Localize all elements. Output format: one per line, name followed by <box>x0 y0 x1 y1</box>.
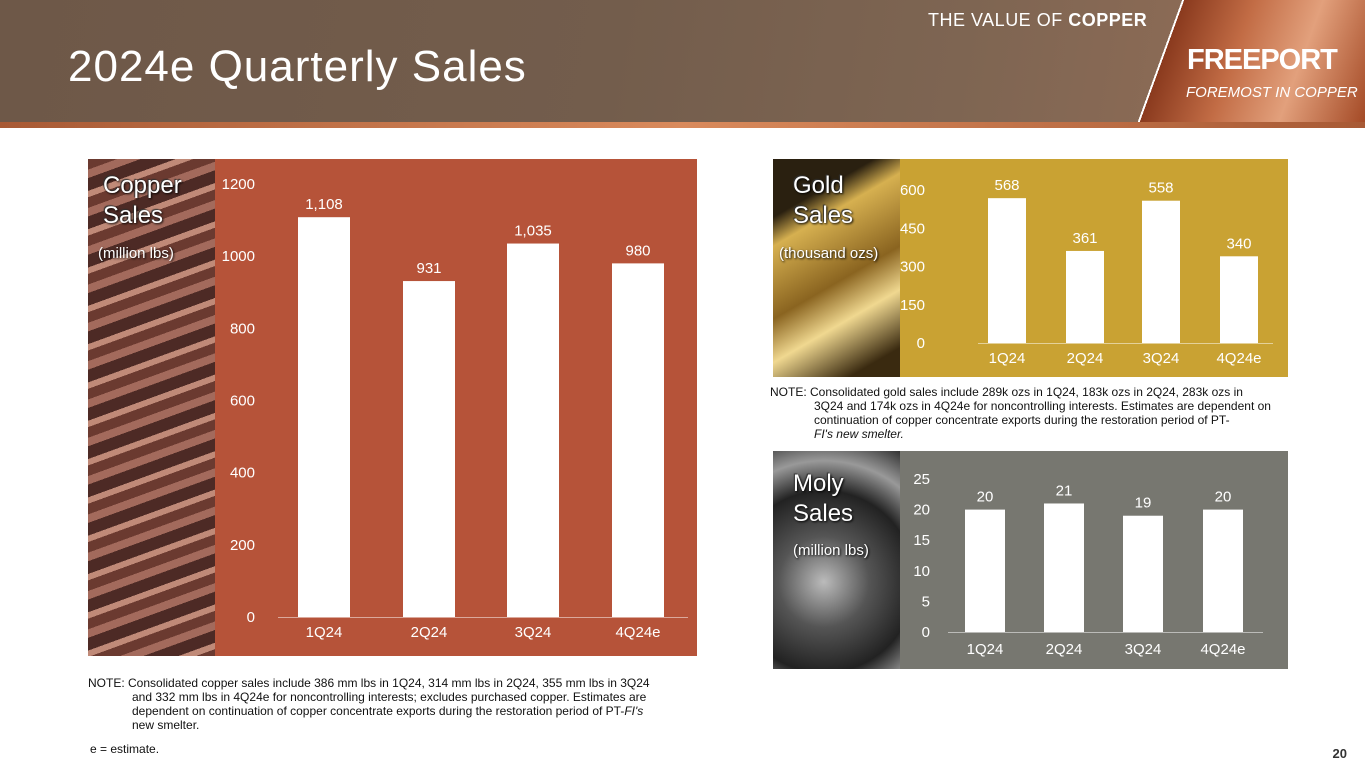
gold-note-line1: NOTE: Consolidated gold sales include 28… <box>770 385 1243 399</box>
title-line-2: Sales <box>793 500 854 527</box>
data-label: 1,108 <box>305 196 343 213</box>
x-tick-label: 4Q24e <box>1200 641 1245 658</box>
copper-note-rest: and 332 mm lbs in 4Q24e for noncontrolli… <box>88 690 698 732</box>
title-line-1: Gold <box>793 172 844 199</box>
bar-3Q24 <box>1142 200 1180 343</box>
title-line-1: Moly <box>793 470 844 497</box>
bar-3Q24 <box>507 243 559 617</box>
moly-sales-panel: 0 5 10 15 20 25 20 1Q24 21 2Q24 19 3Q24 20 4Q24e Moly… <box>773 451 1288 669</box>
y-tick-label: 200 <box>230 537 255 554</box>
copper-cathodes-image <box>88 159 215 656</box>
y-tick-label: 150 <box>900 297 925 314</box>
page-number: 20 <box>1332 746 1347 761</box>
moly-chart: 0 5 10 15 20 25 20 1Q24 21 2Q24 19 3Q24 20 4Q24e <box>913 471 1263 658</box>
x-tick-label: 3Q24 <box>515 624 552 641</box>
gold-unit: (thousand ozs) <box>779 245 879 262</box>
bar-2Q24 <box>1066 250 1104 343</box>
y-tick-label: 300 <box>900 259 925 276</box>
data-label: 19 <box>1135 495 1152 512</box>
x-tick-label: 4Q24e <box>615 624 660 641</box>
copper-chart-title: Copper Sales <box>103 171 182 231</box>
x-tick-label: 4Q24e <box>1216 350 1261 367</box>
x-tick-label: 3Q24 <box>1125 641 1162 658</box>
y-tick-label: 15 <box>913 532 930 549</box>
x-tick-label: 2Q24 <box>411 624 448 641</box>
bar-4Q24e <box>612 263 664 617</box>
data-label: 20 <box>1215 489 1232 506</box>
gold-note-text: 3Q24 and 174k ozs in 4Q24e for noncontro… <box>814 399 1271 427</box>
y-tick-label: 800 <box>230 320 255 337</box>
y-tick-label: 20 <box>913 502 930 519</box>
data-label: 361 <box>1072 230 1097 247</box>
bar-1Q24 <box>988 198 1026 343</box>
x-tick-label: 2Q24 <box>1067 350 1104 367</box>
moly-chart-title: Moly Sales <box>793 469 853 529</box>
copper-note-italic: FI's <box>624 704 644 718</box>
data-label: 1,035 <box>514 223 552 240</box>
page-title: 2024e Quarterly Sales <box>68 42 527 91</box>
bar-2Q24 <box>1044 503 1084 632</box>
freeport-logo: FREEPORT <box>1187 44 1338 76</box>
copper-unit: (million lbs) <box>98 245 174 262</box>
bar-4Q24e <box>1203 509 1243 632</box>
data-label: 21 <box>1056 482 1073 499</box>
y-tick-label: 0 <box>247 609 255 626</box>
bar-3Q24 <box>1123 515 1163 632</box>
title-line-2: Sales <box>793 202 854 229</box>
y-tick-label: 25 <box>913 471 930 488</box>
y-tick-label: 400 <box>230 465 255 482</box>
x-tick-label: 1Q24 <box>967 641 1004 658</box>
copper-note: NOTE: Consolidated copper sales include … <box>88 676 698 732</box>
gold-note: NOTE: Consolidated gold sales include 28… <box>770 385 1290 441</box>
gold-bar-image <box>773 159 900 377</box>
logo-subtitle: FOREMOST IN COPPER <box>1186 84 1358 101</box>
data-label: 558 <box>1148 180 1173 197</box>
x-tick-label: 3Q24 <box>1143 350 1180 367</box>
y-tick-label: 600 <box>230 393 255 410</box>
gold-chart: 0 150 300 450 600 568 1Q24 361 2Q24 558 3Q24 340 4Q2… <box>900 177 1273 367</box>
data-label: 931 <box>416 260 441 277</box>
y-tick-label: 600 <box>900 182 925 199</box>
y-tick-label: 1200 <box>222 176 255 193</box>
y-tick-label: 450 <box>900 220 925 237</box>
y-tick-label: 0 <box>922 624 930 641</box>
x-tick-label: 1Q24 <box>306 624 343 641</box>
copper-note-tail: new smelter. <box>132 718 200 732</box>
data-label: 20 <box>977 489 994 506</box>
header-banner: 2024e Quarterly Sales THE VALUE OF COPPE… <box>0 0 1365 128</box>
copper-note-line1: NOTE: Consolidated copper sales include … <box>88 676 650 690</box>
data-label: 568 <box>994 177 1019 194</box>
bar-1Q24 <box>965 509 1005 632</box>
moly-unit: (million lbs) <box>793 542 869 559</box>
data-label: 340 <box>1226 235 1251 252</box>
copper-note-text: and 332 mm lbs in 4Q24e for noncontrolli… <box>132 690 647 718</box>
copper-chart: 0 200 400 600 800 1000 1200 1,108 1Q24 931 2Q24 1,0… <box>222 176 688 641</box>
bar-4Q24e <box>1220 256 1258 343</box>
x-tick-label: 2Q24 <box>1046 641 1083 658</box>
molybdenum-ore-image <box>773 451 900 669</box>
tagline-text: THE VALUE OF <box>928 10 1069 30</box>
copper-sales-panel: 0 200 400 600 800 1000 1200 1,108 1Q24 931 2Q24 1,0… <box>88 159 697 656</box>
tagline-bold: COPPER <box>1068 10 1148 30</box>
estimate-note: e = estimate. <box>90 742 160 756</box>
header-stripe <box>0 122 1365 128</box>
title-line-2: Sales <box>103 202 164 229</box>
title-line-1: Copper <box>103 172 182 199</box>
data-label: 980 <box>625 242 650 259</box>
y-tick-label: 1000 <box>222 248 255 265</box>
x-tick-label: 1Q24 <box>989 350 1026 367</box>
gold-note-rest: 3Q24 and 174k ozs in 4Q24e for noncontro… <box>770 399 1290 441</box>
bar-2Q24 <box>403 281 455 617</box>
tagline: THE VALUE OF COPPER <box>928 10 1147 31</box>
bar-1Q24 <box>298 217 350 618</box>
y-tick-label: 5 <box>922 593 930 610</box>
gold-note-italic: FI's new smelter. <box>814 427 904 441</box>
y-tick-label: 10 <box>913 563 930 580</box>
copper-band-decoration <box>1065 0 1365 122</box>
gold-sales-panel: 0 150 300 450 600 568 1Q24 361 2Q24 558 3Q24 340 4Q2… <box>773 159 1288 377</box>
y-tick-label: 0 <box>917 335 925 352</box>
gold-chart-title: Gold Sales <box>793 171 853 231</box>
